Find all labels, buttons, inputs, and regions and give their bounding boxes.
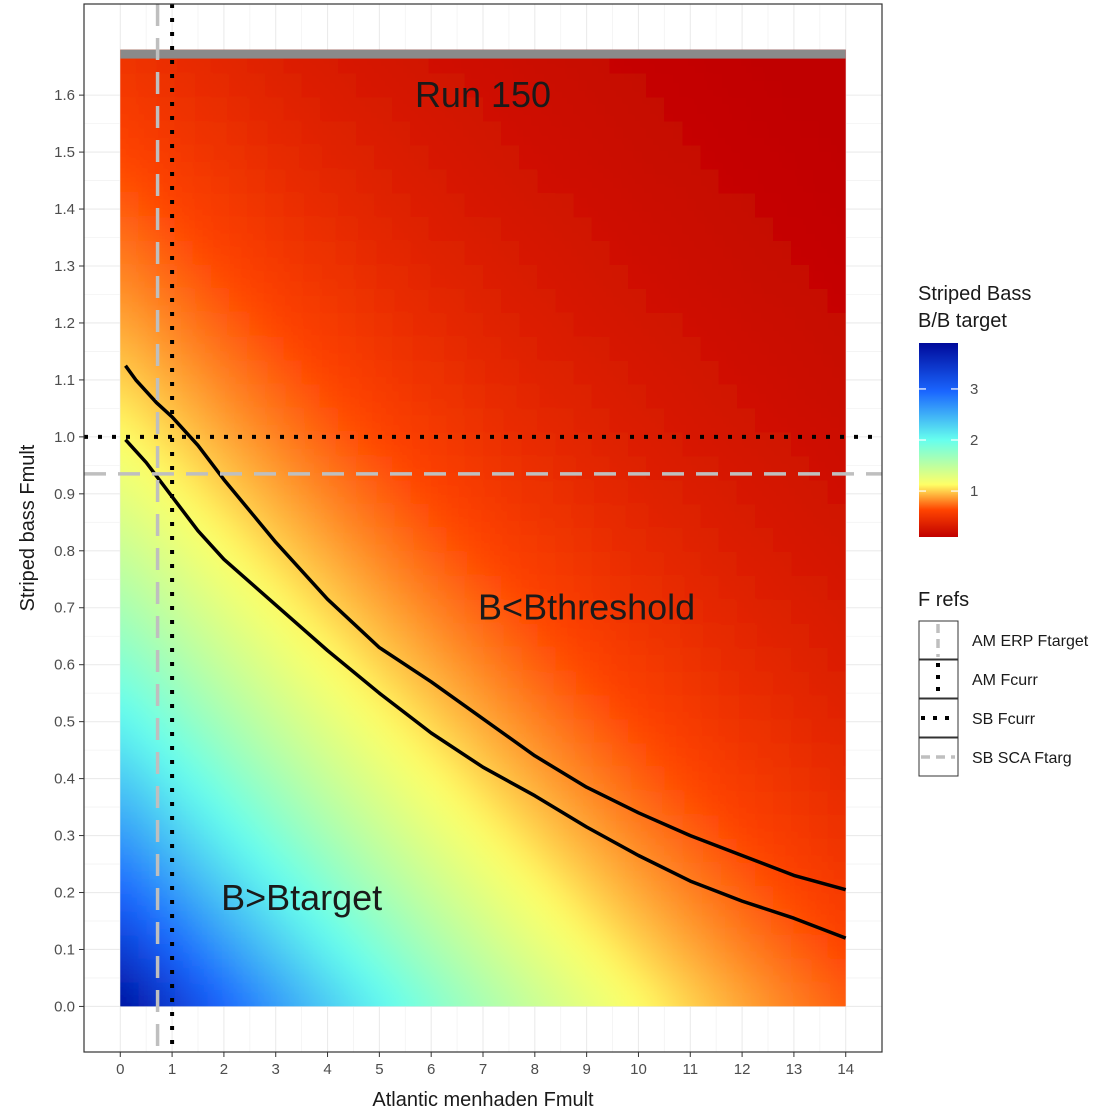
x-tick-label: 9	[582, 1061, 590, 1078]
y-tick-label: 1.2	[54, 315, 75, 332]
annotation-b-btarget: B>Btarget	[221, 877, 382, 918]
x-tick-label: 1	[168, 1061, 176, 1078]
legend-key-box	[918, 698, 959, 738]
y-tick-label: 0.1	[54, 941, 75, 958]
colorbar-ticks: 1 2 3	[919, 381, 978, 500]
x-axis: 0 1 2 3 4 5 6 7 8 9 10 11 12 13 14	[116, 1052, 854, 1078]
annotation-run-150: Run 150	[415, 74, 551, 115]
y-tick-label: 0.6	[54, 657, 75, 674]
x-axis-title: Atlantic menhaden Fmult	[372, 1089, 594, 1111]
y-tick-label: 0.3	[54, 828, 75, 845]
y-tick-label: 0.0	[54, 998, 75, 1015]
reference-lines	[84, 4, 882, 1052]
y-tick-label: 0.4	[54, 771, 75, 788]
fill-legend: Striped Bass B/B target 1 2 3	[918, 283, 1031, 537]
y-tick-label: 1.4	[54, 201, 75, 218]
y-tick-label: 0.7	[54, 600, 75, 617]
y-axis: 0.0 0.1 0.2 0.3 0.4 0.5 0.6 0.7 0.8 0.9 1.0 1.1 1.2 1…	[54, 87, 84, 1015]
legend-key-label: AM Fcurr	[972, 672, 1038, 689]
x-tick-label: 14	[837, 1061, 854, 1078]
line-legend: F refs AM ERP Ftarget AM Fcurr SB Fcurr SB …	[918, 589, 1089, 777]
heatmap-surface	[120, 49, 846, 1007]
colorbar-tick-label: 1	[970, 483, 978, 500]
y-tick-label: 1.1	[54, 372, 75, 389]
legend-key-label: AM ERP Ftarget	[972, 633, 1089, 650]
y-tick-label: 0.8	[54, 543, 75, 560]
x-tick-label: 12	[734, 1061, 751, 1078]
x-tick-label: 7	[479, 1061, 487, 1078]
contour-btarget	[124, 438, 847, 940]
y-tick-label: 1.5	[54, 144, 75, 161]
y-tick-label: 0.9	[54, 486, 75, 503]
x-tick-label: 8	[531, 1061, 539, 1078]
x-tick-label: 13	[786, 1061, 803, 1078]
y-axis-title: Striped bass Fmult	[17, 444, 39, 611]
x-tick-label: 0	[116, 1061, 124, 1078]
y-tick-label: 0.2	[54, 885, 75, 902]
y-tick-label: 0.5	[54, 714, 75, 731]
x-tick-label: 5	[375, 1061, 383, 1078]
x-tick-label: 3	[272, 1061, 280, 1078]
annotations: Run 150 B<Bthreshold B>Btarget	[221, 74, 695, 918]
contour-lines	[124, 364, 847, 940]
annotation-b-bthreshold: B<Bthreshold	[478, 587, 695, 628]
x-tick-label: 10	[630, 1061, 647, 1078]
line-legend-title: F refs	[918, 589, 969, 611]
y-tick-label: 1.0	[54, 429, 75, 446]
x-tick-label: 4	[323, 1061, 331, 1078]
y-tick-label: 1.3	[54, 258, 75, 275]
y-tick-label: 1.6	[54, 87, 75, 104]
x-tick-label: 11	[682, 1061, 698, 1078]
x-tick-label: 2	[220, 1061, 228, 1078]
legend-key-label: SB SCA Ftarg	[972, 750, 1072, 767]
colorbar-tick-label: 2	[970, 432, 978, 449]
legend-key-label: SB Fcurr	[972, 711, 1036, 728]
fill-legend-title-line-2: B/B target	[918, 310, 1007, 332]
x-tick-label: 6	[427, 1061, 435, 1078]
fill-legend-title-line-1: Striped Bass	[918, 283, 1031, 305]
heatmap-top-band	[120, 49, 846, 59]
colorbar-tick-label: 3	[970, 381, 978, 398]
contour-bthreshold	[124, 364, 847, 892]
